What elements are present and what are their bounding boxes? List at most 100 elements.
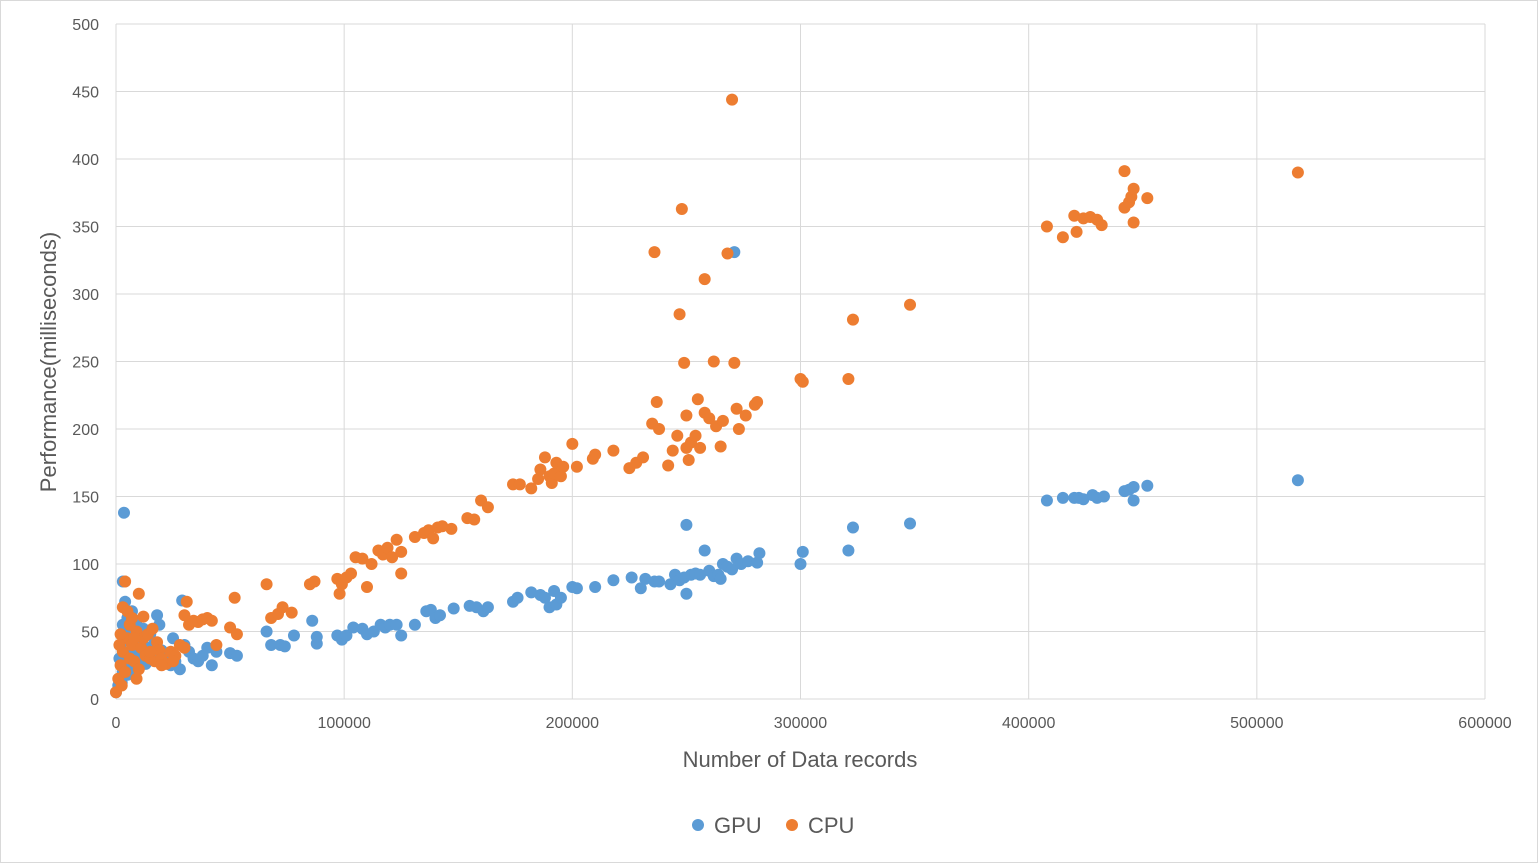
data-point-gpu [230,649,243,662]
data-point-cpu [732,423,745,435]
data-point-gpu [340,629,353,642]
data-point-gpu [447,602,460,615]
x-tick-label: 100000 [317,715,370,732]
data-point-cpu [1068,209,1081,222]
data-point-cpu [682,454,695,467]
data-point-cpu [1127,182,1140,195]
data-point-cpu [538,451,551,464]
x-tick-label: 400000 [1002,715,1055,732]
data-point-cpu [557,460,570,473]
data-point-cpu [132,663,145,676]
y-tick-label: 50 [81,625,99,642]
data-point-gpu [554,591,567,604]
data-point-cpu [125,612,138,624]
data-point-cpu [1118,165,1131,178]
data-point-cpu [260,578,273,591]
data-point-cpu [1127,216,1140,229]
gridlines [115,23,1486,700]
data-point-cpu [132,587,145,600]
data-point-cpu [365,558,378,570]
data-point-gpu [278,640,291,653]
data-point-cpu [751,396,764,408]
data-point-cpu [436,520,449,533]
data-point-cpu [333,587,346,600]
data-point-cpu [395,567,408,580]
data-point-gpu [625,571,638,584]
data-point-cpu [128,632,141,645]
y-axis-title: Performance(milliseconds) [36,232,61,492]
data-point-cpu [545,477,558,489]
data-point-cpu [796,375,809,388]
data-point-cpu [427,532,440,545]
x-tick-label: 600000 [1458,715,1511,732]
data-point-cpu [205,614,218,627]
data-point-gpu [511,591,524,604]
data-point-cpu [666,444,679,457]
data-point-cpu [130,672,143,685]
data-point-gpu [589,580,602,593]
data-point-cpu [842,373,855,386]
x-tick-label: 200000 [546,715,599,732]
data-point-gpu [846,521,859,534]
data-point-cpu [694,441,707,454]
data-point-cpu [276,601,289,614]
legend-marker-gpu [692,819,704,831]
data-point-cpu [230,628,243,641]
data-point-cpu [167,655,180,668]
data-point-cpu [728,356,741,369]
data-point-cpu [468,513,481,526]
y-tick-label: 0 [90,692,99,709]
data-point-cpu [119,666,132,678]
data-point-cpu [739,409,752,422]
data-point-gpu [698,544,711,557]
data-points [110,93,1304,699]
data-point-cpu [1070,225,1083,238]
data-point-cpu [1056,231,1069,244]
data-point-cpu [115,679,128,692]
data-point-cpu [395,545,408,558]
data-point-cpu [114,628,127,641]
data-point-cpu [1095,219,1108,232]
data-point-gpu [265,639,278,651]
data-point-cpu [846,313,859,326]
data-point-cpu [356,552,369,565]
data-point-gpu [525,586,538,599]
data-point-cpu [345,567,358,580]
data-point-cpu [689,429,702,442]
data-point-cpu [680,409,693,422]
data-point-cpu [210,639,223,651]
y-tick-label: 100 [72,557,99,574]
y-tick-label: 400 [72,152,99,169]
data-point-cpu [445,522,458,535]
data-point-cpu [589,448,602,461]
data-point-cpu [570,460,583,473]
data-point-gpu [904,517,917,530]
data-point-gpu [205,659,218,672]
data-point-cpu [662,459,675,472]
x-tick-label: 500000 [1230,715,1283,732]
data-point-cpu [390,533,403,546]
data-point-cpu [726,93,739,106]
data-point-gpu [306,614,319,627]
data-point-gpu [347,621,360,634]
data-point-cpu [532,472,545,485]
data-point-gpu [1141,479,1154,492]
data-point-cpu [607,444,620,457]
data-point-cpu [566,437,579,450]
legend: GPU CPU [692,813,854,838]
data-point-gpu [1127,481,1140,494]
data-point-cpu [155,659,168,672]
data-point-gpu [694,568,707,581]
series-gpu [110,246,1304,699]
data-point-cpu [285,606,298,619]
data-point-gpu [1077,493,1090,506]
data-point-gpu [570,582,583,595]
data-point-gpu [634,582,647,595]
data-point-cpu [698,273,711,286]
data-point-gpu [260,625,273,638]
data-point-gpu [753,547,766,560]
data-point-gpu [1040,494,1053,507]
data-point-cpu [714,440,727,453]
data-point-cpu [673,308,686,321]
data-point-cpu [1141,192,1154,205]
